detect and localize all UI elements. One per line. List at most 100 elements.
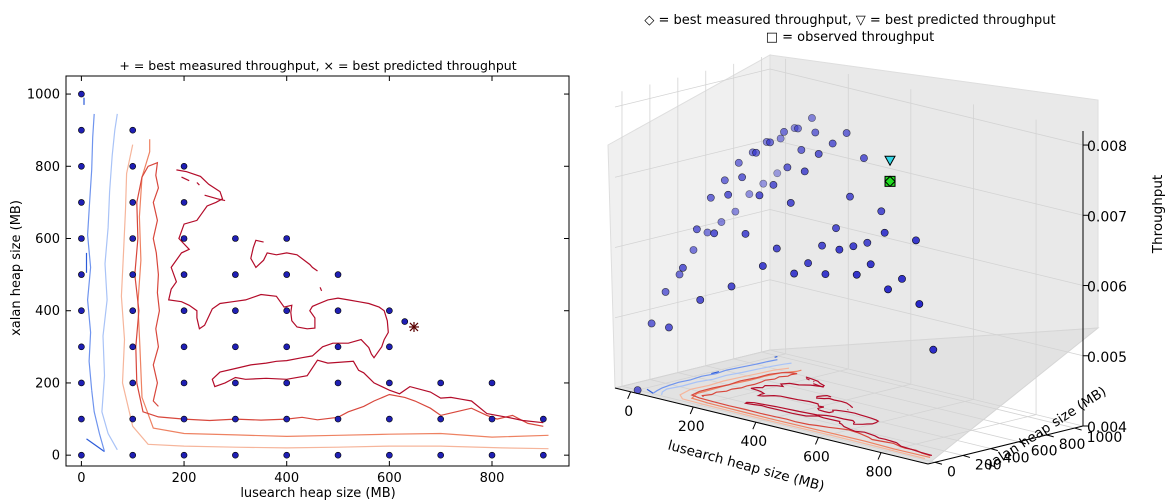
x-tick (627, 391, 632, 399)
grid-line (630, 353, 786, 393)
data-point (283, 415, 291, 423)
data-point (797, 146, 806, 154)
data-point (232, 271, 239, 278)
data-points (633, 114, 938, 394)
data-point (437, 451, 444, 459)
back-pane-right (769, 54, 1099, 351)
z-tick-label: 0.006 (1087, 280, 1127, 296)
contour-line (86, 113, 95, 391)
data-point (738, 173, 747, 182)
axis-line (614, 387, 929, 465)
floor-contour-line (646, 388, 654, 394)
data-point (849, 242, 858, 251)
data-point (808, 114, 816, 122)
data-point (401, 318, 409, 325)
data-point (180, 451, 188, 459)
data-points (78, 90, 547, 459)
data-point (180, 343, 188, 351)
x-tick (814, 437, 819, 445)
data-point (78, 235, 85, 242)
data-point (78, 271, 85, 278)
y-tick-label: 800 (35, 160, 60, 175)
data-point (703, 228, 712, 237)
x-tick (752, 422, 757, 430)
data-point (180, 307, 188, 315)
data-point (78, 162, 85, 170)
data-point (180, 415, 188, 423)
contour-line (250, 239, 318, 272)
y-tick (1018, 441, 1026, 445)
floor-contour-line (805, 377, 810, 381)
data-point (78, 126, 85, 134)
data-point (78, 451, 85, 459)
data-point (794, 124, 802, 133)
y-tick-label: 0 (947, 464, 956, 480)
best-predicted-marker (884, 155, 896, 167)
grid-line (769, 279, 1084, 357)
y-tick-label: 400 (1003, 451, 1030, 467)
y-tick (1074, 427, 1082, 431)
back-pane-left (607, 54, 771, 389)
data-point (386, 343, 393, 351)
contour-panel: + = best measured throughput, × = best p… (9, 58, 570, 501)
data-point (129, 451, 137, 459)
data-point (880, 228, 889, 237)
data-point (766, 138, 774, 147)
x-tick-label: 800 (480, 471, 505, 486)
data-point (814, 150, 823, 158)
grid-line (614, 349, 771, 389)
data-point (846, 192, 854, 201)
data-point (437, 379, 444, 387)
data-point (488, 451, 496, 459)
data-point (759, 179, 768, 188)
data-point (745, 190, 754, 199)
floor-contour-line (679, 367, 926, 460)
data-point (78, 199, 85, 206)
z-tick-label: 0.008 (1087, 139, 1127, 155)
grid-line (614, 68, 771, 108)
data-point (821, 270, 830, 279)
data-point (129, 235, 137, 242)
data-point (232, 307, 239, 315)
data-point (828, 139, 837, 148)
floor-contour-line (815, 394, 854, 409)
x-tick-label: 600 (803, 449, 830, 465)
data-point (842, 129, 851, 137)
data-point (835, 245, 844, 254)
data-point (283, 451, 291, 459)
data-point (334, 451, 342, 459)
data-point (334, 271, 342, 278)
data-point (129, 199, 137, 206)
data-point (283, 307, 291, 315)
data-point (78, 90, 85, 98)
data-point (734, 158, 743, 167)
z-tick-label: 0.005 (1087, 350, 1127, 366)
grid-line (769, 68, 1084, 146)
data-point (129, 271, 137, 278)
data-point (283, 343, 291, 351)
data-point (180, 199, 188, 206)
x-tick-label: 800 (866, 465, 893, 481)
data-point (540, 451, 547, 459)
chart-title: ◇ = best measured throughput, ▽ = best p… (644, 13, 1055, 28)
data-point (710, 229, 719, 238)
data-point (78, 415, 85, 423)
x-tick-label: 0 (77, 471, 85, 486)
data-point (488, 415, 496, 423)
data-point (689, 246, 698, 254)
data-point (386, 379, 393, 387)
data-point (696, 296, 705, 304)
data-point (540, 415, 547, 423)
y-tick-label: 400 (35, 304, 60, 319)
data-point (334, 379, 342, 387)
x-tick-label: 600 (377, 471, 402, 486)
data-point (129, 126, 137, 134)
grid-line (761, 351, 1075, 429)
data-point (232, 415, 239, 423)
contour-line (196, 182, 200, 186)
data-point (818, 241, 826, 250)
data-point (180, 235, 188, 242)
data-point (832, 224, 840, 233)
floor-contour-line (668, 359, 778, 386)
plot-frame (65, 75, 570, 467)
